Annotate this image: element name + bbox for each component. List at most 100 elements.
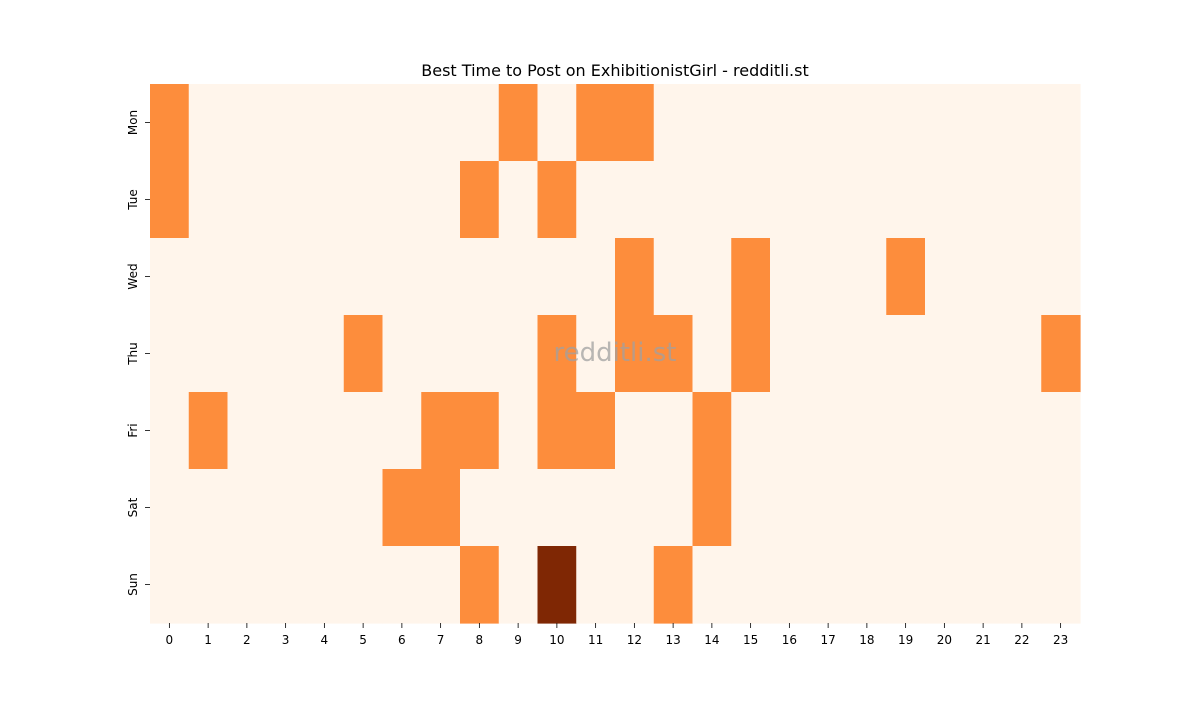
heatmap-cell-fri-1 bbox=[188, 392, 229, 470]
heatmap-cell-fri-8 bbox=[460, 392, 500, 470]
x-tick-label: 23 bbox=[1053, 633, 1068, 647]
heatmap-cell-fri-9 bbox=[498, 392, 539, 470]
heatmap-cell-sat-16 bbox=[770, 469, 810, 547]
heatmap-cell-mon-10 bbox=[537, 84, 577, 162]
heatmap-cell-wed-5 bbox=[343, 238, 384, 316]
heatmap-cell-mon-12 bbox=[615, 84, 655, 162]
heatmap-cell-sat-5 bbox=[343, 469, 384, 547]
heatmap-cell-tue-10 bbox=[537, 161, 577, 239]
heatmap-cell-thu-3 bbox=[266, 315, 306, 393]
heatmap-cell-sat-2 bbox=[227, 469, 267, 547]
x-tick-label: 4 bbox=[321, 633, 329, 647]
heatmap-cell-sun-18 bbox=[847, 546, 887, 624]
heatmap-cell-fri-18 bbox=[847, 392, 887, 470]
heatmap-cell-mon-17 bbox=[808, 84, 849, 162]
heatmap-cell-wed-17 bbox=[808, 238, 849, 316]
heatmap-cell-tue-5 bbox=[343, 161, 384, 239]
heatmap-cell-thu-21 bbox=[963, 315, 1004, 393]
heatmap-cell-tue-15 bbox=[731, 161, 771, 239]
heatmap-cell-fri-14 bbox=[692, 392, 732, 470]
heatmap-cell-tue-3 bbox=[266, 161, 306, 239]
heatmap-cell-wed-23 bbox=[1041, 238, 1081, 316]
heatmap-cell-mon-4 bbox=[305, 84, 345, 162]
heatmap-cell-tue-20 bbox=[925, 161, 965, 239]
x-tick-label: 0 bbox=[166, 633, 174, 647]
heatmap-cell-tue-22 bbox=[1002, 161, 1042, 239]
heatmap-cell-mon-9 bbox=[498, 84, 539, 162]
heatmap-cell-sun-21 bbox=[963, 546, 1004, 624]
heatmap-cell-sat-13 bbox=[653, 469, 694, 547]
x-tick-label: 15 bbox=[743, 633, 758, 647]
x-tick-label: 10 bbox=[549, 633, 564, 647]
heatmap-cell-thu-16 bbox=[770, 315, 810, 393]
heatmap-cell-fri-17 bbox=[808, 392, 849, 470]
heatmap-cell-wed-2 bbox=[227, 238, 267, 316]
heatmap-cell-fri-16 bbox=[770, 392, 810, 470]
heatmap-cell-mon-7 bbox=[421, 84, 461, 162]
heatmap-cell-thu-20 bbox=[925, 315, 965, 393]
heatmap-cell-fri-10 bbox=[537, 392, 577, 470]
y-tick-label: Mon bbox=[126, 110, 140, 135]
heatmap-cell-fri-11 bbox=[576, 392, 616, 470]
heatmap-cell-sat-18 bbox=[847, 469, 887, 547]
x-axis: 0 1 2 3 4 5 6 7 8 9 10 11 12 13 14 15 16 17 18 19 20 21 22 23 bbox=[166, 623, 1068, 647]
heatmap-cell-wed-19 bbox=[886, 238, 926, 316]
x-tick-label: 14 bbox=[704, 633, 719, 647]
heatmap-cell-thu-5 bbox=[343, 315, 384, 393]
heatmap-cell-sun-14 bbox=[692, 546, 732, 624]
heatmap-cell-mon-22 bbox=[1002, 84, 1042, 162]
heatmap-cell-sun-12 bbox=[615, 546, 655, 624]
heatmap-cell-thu-0 bbox=[150, 315, 190, 393]
y-tick-label: Thu bbox=[126, 342, 140, 366]
heatmap-cell-wed-4 bbox=[305, 238, 345, 316]
heatmap-cell-wed-16 bbox=[770, 238, 810, 316]
heatmap-cell-thu-8 bbox=[460, 315, 500, 393]
heatmap-cell-mon-19 bbox=[886, 84, 926, 162]
heatmap-cell-sun-6 bbox=[382, 546, 422, 624]
x-tick-label: 12 bbox=[627, 633, 642, 647]
heatmap-cell-mon-18 bbox=[847, 84, 887, 162]
heatmap-cells bbox=[150, 84, 1081, 624]
heatmap-cell-wed-9 bbox=[498, 238, 539, 316]
heatmap-cell-sat-20 bbox=[925, 469, 965, 547]
x-tick-label: 18 bbox=[859, 633, 874, 647]
heatmap-cell-thu-23 bbox=[1041, 315, 1081, 393]
heatmap-cell-tue-11 bbox=[576, 161, 616, 239]
heatmap-cell-sat-9 bbox=[498, 469, 539, 547]
heatmap-cell-tue-12 bbox=[615, 161, 655, 239]
heatmap-cell-mon-11 bbox=[576, 84, 616, 162]
x-tick-label: 7 bbox=[437, 633, 445, 647]
heatmap-cell-sat-11 bbox=[576, 469, 616, 547]
heatmap-cell-thu-18 bbox=[847, 315, 887, 393]
heatmap-cell-tue-16 bbox=[770, 161, 810, 239]
watermark-text: redditli.st bbox=[554, 338, 677, 368]
heatmap-cell-tue-0 bbox=[150, 161, 190, 239]
heatmap-cell-thu-19 bbox=[886, 315, 926, 393]
heatmap-cell-sun-22 bbox=[1002, 546, 1042, 624]
y-tick-label: Sun bbox=[126, 573, 140, 596]
heatmap-cell-mon-13 bbox=[653, 84, 694, 162]
heatmap-cell-sat-8 bbox=[460, 469, 500, 547]
heatmap-cell-sun-5 bbox=[343, 546, 384, 624]
heatmap-cell-sun-15 bbox=[731, 546, 771, 624]
heatmap-cell-sat-7 bbox=[421, 469, 461, 547]
heatmap-cell-wed-11 bbox=[576, 238, 616, 316]
heatmap-cell-mon-14 bbox=[692, 84, 732, 162]
heatmap-cell-sun-20 bbox=[925, 546, 965, 624]
heatmap-cell-tue-21 bbox=[963, 161, 1004, 239]
heatmap-cell-thu-7 bbox=[421, 315, 461, 393]
heatmap-cell-fri-15 bbox=[731, 392, 771, 470]
x-tick-label: 5 bbox=[359, 633, 367, 647]
heatmap-cell-sun-3 bbox=[266, 546, 306, 624]
heatmap-cell-thu-9 bbox=[498, 315, 539, 393]
heatmap-cell-sun-19 bbox=[886, 546, 926, 624]
heatmap-cell-thu-14 bbox=[692, 315, 732, 393]
heatmap-cell-wed-12 bbox=[615, 238, 655, 316]
chart-title: Best Time to Post on ExhibitionistGirl -… bbox=[421, 61, 808, 80]
heatmap-cell-sun-4 bbox=[305, 546, 345, 624]
heatmap-cell-mon-1 bbox=[188, 84, 229, 162]
x-tick-label: 21 bbox=[975, 633, 990, 647]
y-axis: Mon Tue Wed Thu Fri Sat Sun bbox=[126, 110, 150, 596]
heatmap-cell-thu-6 bbox=[382, 315, 422, 393]
